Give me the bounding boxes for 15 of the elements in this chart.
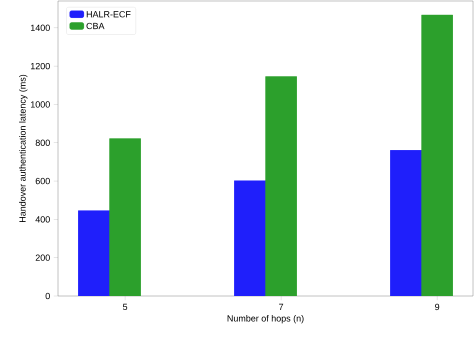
- x-axis-title: Number of hops (n): [228, 314, 304, 324]
- y-tick-label: 1200: [30, 62, 50, 70]
- legend-label: CBA: [86, 22, 104, 30]
- y-tick-label: 0: [46, 292, 50, 300]
- legend-label: HALR-ECF: [86, 11, 131, 18]
- y-tick-label: 1000: [30, 101, 50, 108]
- x-tick-label: 5: [122, 304, 128, 310]
- y-tick-label: 600: [36, 178, 50, 184]
- x-tick-label: 9: [435, 304, 440, 310]
- y-tick-label: 1400: [30, 24, 50, 31]
- y-axis-title: Handover authentication latency (ms): [19, 74, 28, 222]
- y-tick-label: 800: [36, 140, 50, 146]
- y-tick-label: 400: [35, 216, 50, 223]
- x-tick-label: 7: [279, 304, 284, 310]
- y-tick-label: 200: [36, 254, 50, 261]
